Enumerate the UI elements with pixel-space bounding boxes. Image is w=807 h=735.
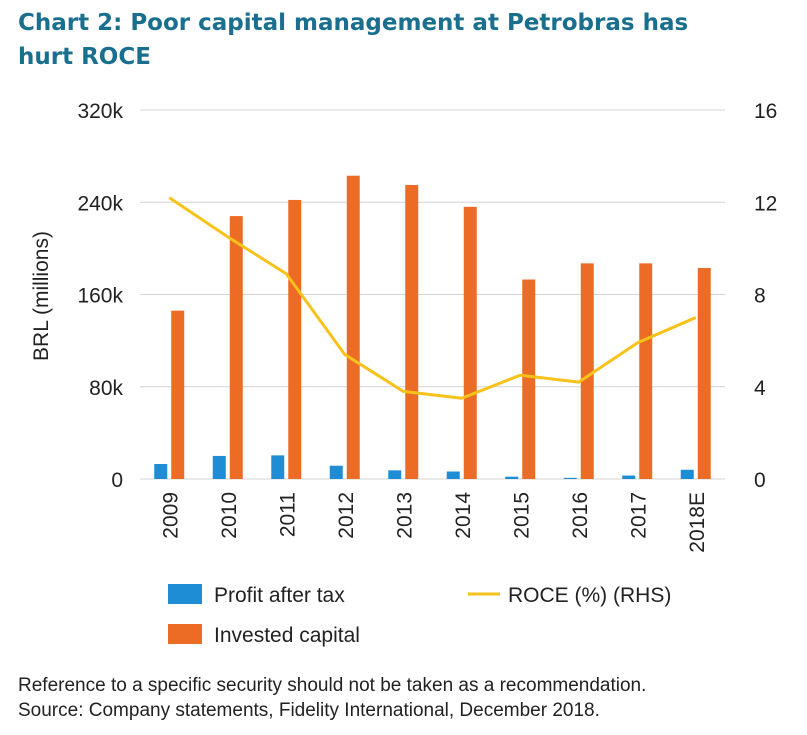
bar-capital-2012 xyxy=(346,175,360,479)
x-tick-label: 2011 xyxy=(276,492,299,537)
bar-profit-2012 xyxy=(329,465,343,479)
y2-tick-label: 16 xyxy=(754,100,777,123)
bar-profit-2018E xyxy=(680,469,694,479)
gridlines xyxy=(140,109,725,480)
x-tick-label: 2018E xyxy=(686,492,709,553)
y-tick-label: 160k xyxy=(77,285,123,308)
x-tick-label: 2010 xyxy=(218,492,241,539)
y-tick-label: 80k xyxy=(89,377,123,400)
bar-capital-2014 xyxy=(463,206,477,480)
legend-swatch-capital xyxy=(168,624,202,644)
y2-tick-label: 12 xyxy=(754,192,777,215)
bar-capital-2018E xyxy=(697,267,711,479)
bar-capital-2010 xyxy=(229,216,243,479)
x-tick-label: 2012 xyxy=(335,492,358,539)
legend-label-profit: Profit after tax xyxy=(214,584,345,607)
bar-capital-2009 xyxy=(171,310,185,479)
right-axis-ticks: 0 4 8 12 16 xyxy=(754,100,777,492)
y2-tick-label: 0 xyxy=(754,469,766,492)
y2-tick-label: 8 xyxy=(754,285,766,308)
y-tick-label: 0 xyxy=(111,469,123,492)
x-tick-label: 2017 xyxy=(627,492,650,539)
legend-label-roce: ROCE (%) (RHS) xyxy=(508,584,671,607)
bar-capital-2011 xyxy=(288,199,302,479)
source-note: Source: Company statements, Fidelity Int… xyxy=(18,700,600,721)
bar-profit-2017 xyxy=(622,475,636,479)
x-tick-label: 2015 xyxy=(510,492,533,539)
left-axis-ticks: 0 80k 160k 240k 320k xyxy=(77,100,123,492)
roce-line xyxy=(168,196,697,400)
legend-swatch-profit xyxy=(168,584,202,604)
bar-capital-2016 xyxy=(580,263,594,479)
bar-capital-2017 xyxy=(639,263,653,479)
bar-profit-2010 xyxy=(212,455,226,479)
bar-capital-2013 xyxy=(405,184,419,479)
bar-capital-2015 xyxy=(522,279,536,479)
x-tick-label: 2013 xyxy=(393,492,416,539)
x-tick-label: 2016 xyxy=(569,492,592,539)
bar-profit-2011 xyxy=(271,455,285,479)
y2-tick-label: 4 xyxy=(754,377,766,400)
y-axis-label: BRL (millions) xyxy=(30,231,53,361)
y-tick-label: 320k xyxy=(77,100,123,123)
legend-label-capital: Invested capital xyxy=(214,624,360,647)
x-axis-ticks: 2009 2010 2011 2012 2013 2014 2015 2016 2017 2018… xyxy=(159,492,709,553)
chart-title: Chart 2: Poor capital management at Petr… xyxy=(18,10,689,70)
bar-profit-2016 xyxy=(563,477,577,479)
y-tick-label: 240k xyxy=(77,192,123,215)
x-tick-label: 2009 xyxy=(159,492,182,539)
legend: Profit after tax Invested capital ROCE (… xyxy=(168,584,671,647)
bar-profit-2015 xyxy=(505,476,519,479)
roce-line-path xyxy=(168,196,697,400)
bar-profit-2013 xyxy=(388,470,402,479)
bar-profit-2014 xyxy=(446,471,460,479)
x-tick-label: 2014 xyxy=(452,492,475,539)
bar-profit-2009 xyxy=(154,464,168,479)
bars xyxy=(154,175,711,480)
disclaimer-note: Reference to a specific security should … xyxy=(18,675,647,696)
